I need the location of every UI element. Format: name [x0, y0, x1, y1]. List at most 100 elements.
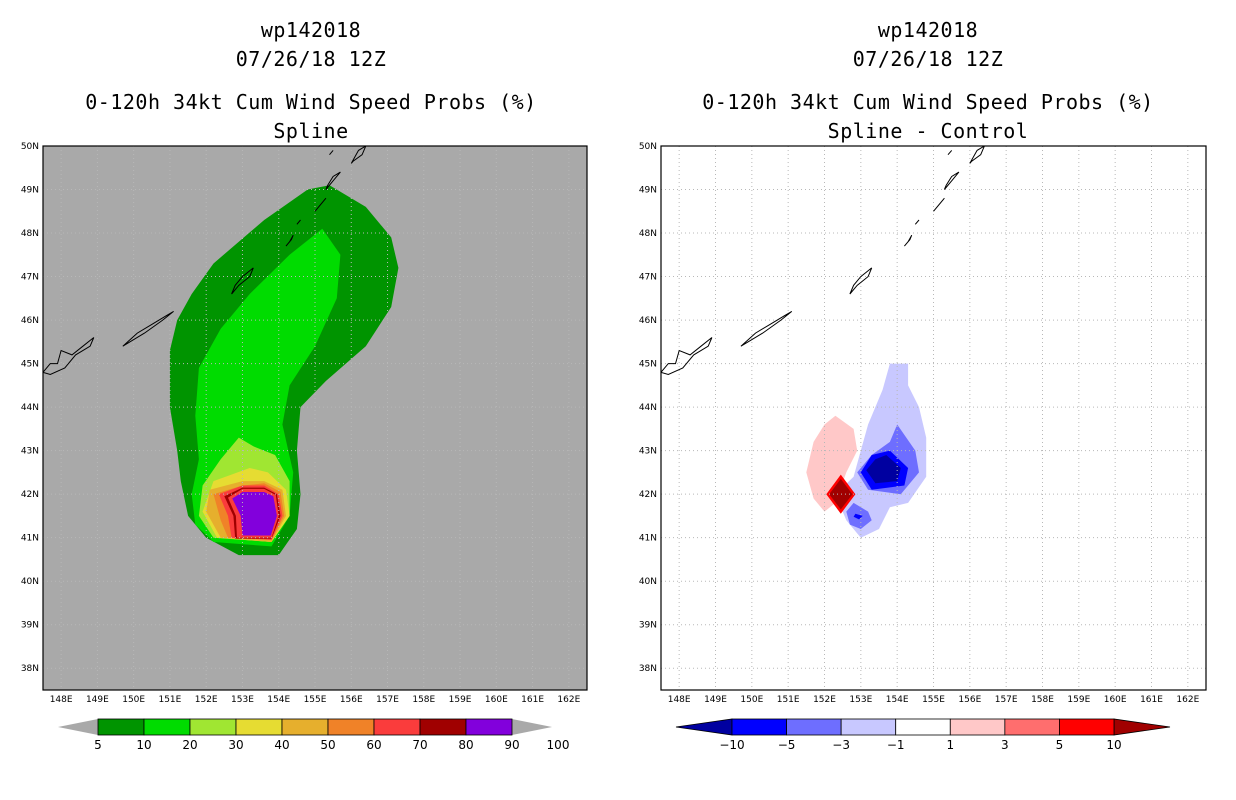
- storm-id: wp142018: [877, 18, 979, 42]
- y-tick-label: 47N: [639, 273, 657, 283]
- colorbar-swatch: [949, 718, 1006, 736]
- map-frame: [42, 145, 588, 691]
- colorbar-over-triangle: [1113, 718, 1171, 736]
- y-tick-label: 41N: [21, 534, 39, 544]
- x-tick-label: 159E: [449, 695, 472, 705]
- y-tick-label: 41N: [639, 534, 657, 544]
- contour-fill-10: [829, 478, 853, 510]
- chart-title: 0-120h 34kt Cum Wind Speed Probs (%): [702, 90, 1154, 114]
- chart-subtitle: Spline - Control: [827, 119, 1029, 143]
- contour-fill--5: [853, 513, 863, 520]
- colorbar-swatch: [840, 718, 897, 736]
- coastline-ketoy: [914, 219, 920, 225]
- coastline-urup: [231, 267, 254, 295]
- y-tick-label: 48N: [639, 229, 657, 239]
- colorbar-label: 80: [458, 738, 473, 752]
- x-tick-label: 152E: [813, 695, 836, 705]
- y-tick-label: 43N: [639, 447, 657, 457]
- colorbar-label: 60: [366, 738, 381, 752]
- left-chart-header: wp142018 07/26/18 12Z: [31, 16, 591, 74]
- map-content: [43, 146, 587, 690]
- coastline-paramushir: [969, 146, 985, 164]
- x-tick-label: 160E: [485, 695, 508, 705]
- colorbar-label: −5: [778, 738, 796, 752]
- y-tick-label: 38N: [21, 664, 39, 674]
- x-tick-label: 150E: [122, 695, 145, 705]
- colorbar-label: 3: [1001, 738, 1009, 752]
- x-tick-label: 153E: [231, 695, 254, 705]
- colorbar-label: −3: [832, 738, 850, 752]
- y-tick-label: 46N: [639, 316, 657, 326]
- x-tick-label: 148E: [668, 695, 691, 705]
- colorbar-swatch: [235, 718, 283, 736]
- y-tick-label: 40N: [639, 577, 657, 587]
- map-frame: [660, 145, 1207, 691]
- left-chart-title-block: 0-120h 34kt Cum Wind Speed Probs (%) Spl…: [31, 88, 591, 146]
- x-tick-label: 155E: [304, 695, 327, 705]
- coastline-ketoy: [296, 219, 301, 225]
- y-tick-label: 44N: [21, 403, 39, 413]
- x-tick-label: 154E: [267, 695, 290, 705]
- coastline-simushir: [285, 234, 294, 247]
- coastline-atlasov: [947, 150, 953, 156]
- colorbar-label: −10: [719, 738, 744, 752]
- colorbar-2: −10 −5 −3 −1 1 3 5 10: [675, 718, 1171, 752]
- colorbar-label: 5: [1056, 738, 1064, 752]
- colorbar-swatch: [97, 718, 145, 736]
- x-tick-label: 153E: [849, 695, 872, 705]
- colorbar-swatch: [419, 718, 467, 736]
- chart-title: 0-120h 34kt Cum Wind Speed Probs (%): [85, 90, 537, 114]
- colorbar-swatch: [327, 718, 375, 736]
- x-tick-label: 157E: [995, 695, 1018, 705]
- x-tick-label: 161E: [521, 695, 544, 705]
- datetime: 07/26/18 12Z: [235, 47, 387, 71]
- x-tick-label: 151E: [158, 695, 181, 705]
- x-tick-label: 156E: [340, 695, 363, 705]
- y-tick-label: 40N: [21, 577, 39, 587]
- colorbar-over-triangle: [512, 719, 552, 735]
- y-tick-label: 46N: [21, 316, 39, 326]
- map-panel-2: 148E 149E 150E 151E 152E 153E 154E 155E 156E 157E…: [639, 142, 1207, 752]
- colorbar-swatch: [281, 718, 329, 736]
- contour-fill--10: [866, 455, 901, 484]
- x-tick-label: 151E: [777, 695, 800, 705]
- colorbar-label: 10: [1106, 738, 1121, 752]
- x-tick-label: 158E: [412, 695, 435, 705]
- coastline-simushir: [904, 234, 913, 247]
- colorbar-swatch: [1004, 718, 1060, 736]
- storm-id: wp142018: [260, 18, 362, 42]
- coastline-atlasov: [329, 150, 334, 156]
- x-tick-label: 162E: [1176, 695, 1199, 705]
- right-chart-header: wp142018 07/26/18 12Z: [648, 16, 1208, 74]
- coastline-hokkaido-east: [43, 337, 95, 376]
- y-tick-label: 44N: [639, 403, 657, 413]
- y-tick-label: 39N: [639, 621, 657, 631]
- x-tick-label: 155E: [922, 695, 945, 705]
- x-tick-label: 157E: [376, 695, 399, 705]
- x-tick-label: 152E: [195, 695, 218, 705]
- x-tick-label: 149E: [704, 695, 727, 705]
- colorbar-label: 20: [182, 738, 197, 752]
- colorbar-label: −1: [887, 738, 905, 752]
- y-tick-label: 43N: [21, 447, 39, 457]
- colorbar-label: 90: [504, 738, 519, 752]
- coastline-onekotan: [325, 171, 341, 190]
- y-tick-label: 45N: [21, 360, 39, 370]
- colorbar-swatch: [731, 718, 787, 736]
- colorbar-label: 30: [228, 738, 243, 752]
- colorbar-label: 100: [547, 738, 570, 752]
- colorbar-label: 10: [136, 738, 151, 752]
- coastline-hokkaido-east: [661, 337, 713, 376]
- contour-fill-90: [232, 492, 277, 536]
- x-tick-label: 150E: [740, 695, 763, 705]
- y-tick-label: 49N: [639, 186, 657, 196]
- colorbar-label: 50: [320, 738, 335, 752]
- colorbar-label: 70: [412, 738, 427, 752]
- x-tick-label: 148E: [50, 695, 73, 705]
- y-tick-label: 45N: [639, 360, 657, 370]
- x-tick-label: 160E: [1104, 695, 1127, 705]
- colorbar-1: 5 10 20 30 40 50 60 70 80 90 100: [58, 718, 570, 752]
- coastline-shiashkotan: [314, 197, 327, 212]
- coastline-iturup: [740, 310, 793, 347]
- colorbar-swatch: [895, 718, 951, 736]
